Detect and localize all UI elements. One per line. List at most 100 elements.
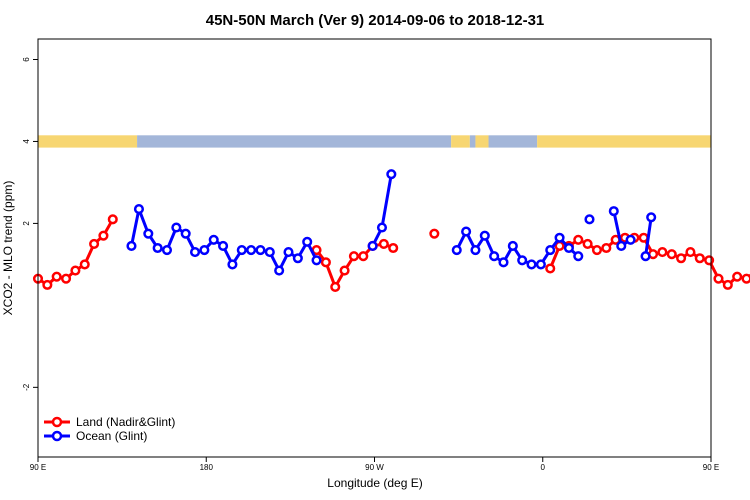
data-point xyxy=(582,238,593,249)
data-point xyxy=(625,234,636,245)
data-point xyxy=(694,253,705,264)
data-point xyxy=(255,244,266,256)
data-point xyxy=(507,240,518,252)
data-point xyxy=(107,214,118,225)
data-point xyxy=(208,234,219,245)
band-ocean xyxy=(488,135,538,148)
data-point xyxy=(171,222,182,233)
data-point xyxy=(274,265,285,276)
data-point xyxy=(378,238,389,249)
band-land xyxy=(451,135,470,148)
data-point xyxy=(180,228,191,239)
data-point xyxy=(264,247,275,258)
data-point xyxy=(461,226,472,237)
data-point xyxy=(489,251,500,262)
legend-land-label: Land (Nadir&Glint) xyxy=(76,415,175,429)
data-point xyxy=(218,240,229,252)
data-point xyxy=(584,214,595,225)
band-land xyxy=(38,135,138,148)
data-point xyxy=(616,240,627,252)
data-point xyxy=(657,247,668,258)
data-point xyxy=(666,249,677,260)
data-point xyxy=(348,251,359,262)
data-point xyxy=(498,257,509,268)
data-point xyxy=(161,244,173,256)
series-line xyxy=(129,207,319,273)
data-point xyxy=(358,251,369,262)
data-point xyxy=(676,253,687,264)
y-tick-label: -2 xyxy=(22,383,31,391)
data-point xyxy=(573,234,584,245)
data-point xyxy=(89,238,100,249)
legend: Land (Nadir&Glint) Ocean (Glint) xyxy=(44,415,175,443)
data-point xyxy=(535,259,546,270)
data-point xyxy=(330,281,341,292)
x-tick-label: 90 E xyxy=(30,463,46,472)
data-point xyxy=(189,247,201,258)
data-point xyxy=(545,263,556,274)
data-point xyxy=(517,255,528,266)
data-point xyxy=(227,259,238,270)
series-layer xyxy=(32,169,750,292)
x-tick-label: 90 W xyxy=(365,463,384,472)
data-point xyxy=(470,244,481,256)
data-point xyxy=(152,242,163,254)
data-point xyxy=(51,271,62,282)
data-point xyxy=(741,273,750,284)
x-axis-label: Longitude (deg E) xyxy=(327,476,422,490)
data-point xyxy=(60,273,72,284)
data-point xyxy=(713,273,724,284)
series-1 xyxy=(126,169,657,276)
y-tick-label: 6 xyxy=(22,57,31,62)
legend-land-marker xyxy=(51,416,63,428)
x-tick-label: 180 xyxy=(200,463,214,472)
data-point xyxy=(199,244,210,256)
data-point xyxy=(388,242,399,254)
y-axis-label: XCO2 - MLO trend (ppm) xyxy=(1,181,15,316)
data-point xyxy=(311,255,322,266)
data-point xyxy=(608,206,619,217)
data-point xyxy=(126,240,137,252)
y-tick-label: 4 xyxy=(22,139,31,144)
y-axis: -2 2 4 6 xyxy=(22,57,38,391)
data-point xyxy=(526,259,537,270)
data-point xyxy=(292,253,303,264)
data-point xyxy=(722,279,733,290)
data-point xyxy=(732,271,743,282)
data-point xyxy=(545,244,556,256)
legend-ocean-label: Ocean (Glint) xyxy=(76,429,147,443)
data-point xyxy=(246,244,257,256)
data-point xyxy=(302,236,313,247)
data-point xyxy=(640,251,651,262)
series-0 xyxy=(32,214,750,292)
data-point xyxy=(451,244,462,256)
data-point xyxy=(563,242,574,254)
x-axis: 90 E 180 90 W 0 90 E xyxy=(30,457,719,472)
data-point xyxy=(70,265,81,276)
data-point xyxy=(236,244,247,256)
data-point xyxy=(646,212,657,223)
data-point xyxy=(283,247,294,258)
chart-title: 45N-50N March (Ver 9) 2014-09-06 to 2018… xyxy=(206,12,545,29)
data-point xyxy=(386,169,397,180)
x-tick-label: 90 E xyxy=(703,463,719,472)
data-point xyxy=(367,240,378,252)
data-point xyxy=(704,255,715,266)
series-line xyxy=(371,172,393,248)
data-point xyxy=(429,228,440,239)
data-point xyxy=(376,222,388,233)
data-point xyxy=(573,251,584,262)
data-point xyxy=(320,257,331,268)
series-line xyxy=(644,215,653,258)
band-land xyxy=(475,135,489,148)
x-tick-label: 0 xyxy=(541,463,546,472)
band-ocean xyxy=(137,135,452,148)
data-point xyxy=(79,259,90,270)
data-point xyxy=(133,204,144,215)
band-land xyxy=(537,135,711,148)
data-point xyxy=(554,232,565,243)
data-point xyxy=(591,244,603,256)
data-point xyxy=(479,230,490,241)
data-point xyxy=(339,265,350,276)
